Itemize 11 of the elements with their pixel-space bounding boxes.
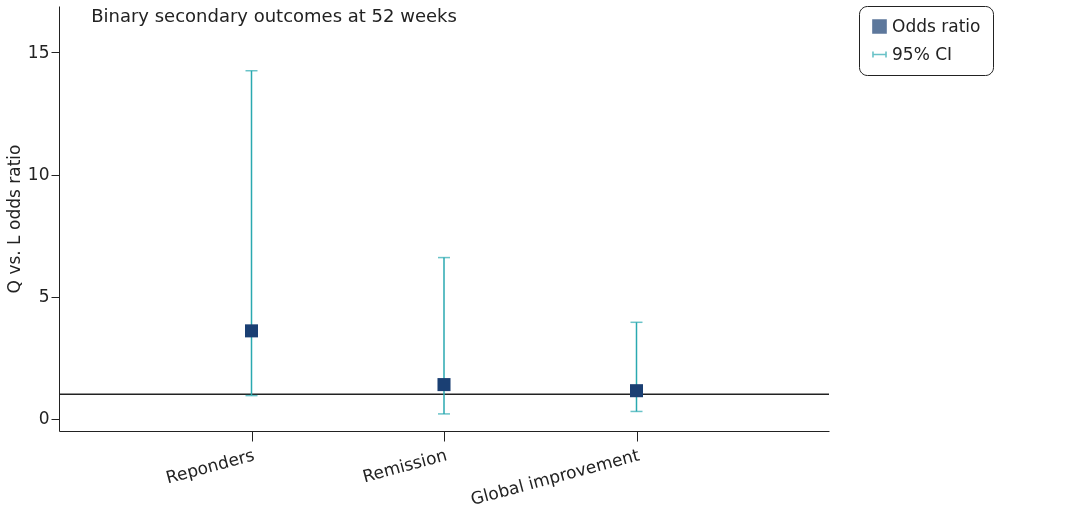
y-tick-label: 10 bbox=[27, 164, 50, 185]
point bbox=[629, 384, 644, 398]
text: 95% CI bbox=[892, 43, 953, 64]
legend-label: Odds ratio bbox=[892, 15, 981, 36]
y-tick-label: 0 bbox=[38, 408, 50, 429]
point bbox=[244, 324, 259, 338]
y-tick-label: 15 bbox=[27, 41, 50, 62]
point bbox=[437, 378, 451, 392]
chart-title: Binary secondary outcomes at 52 weeks bbox=[91, 4, 457, 26]
y-axis-title: Q vs. L odds ratio bbox=[3, 144, 24, 294]
y-tick-label: 5 bbox=[38, 286, 50, 307]
